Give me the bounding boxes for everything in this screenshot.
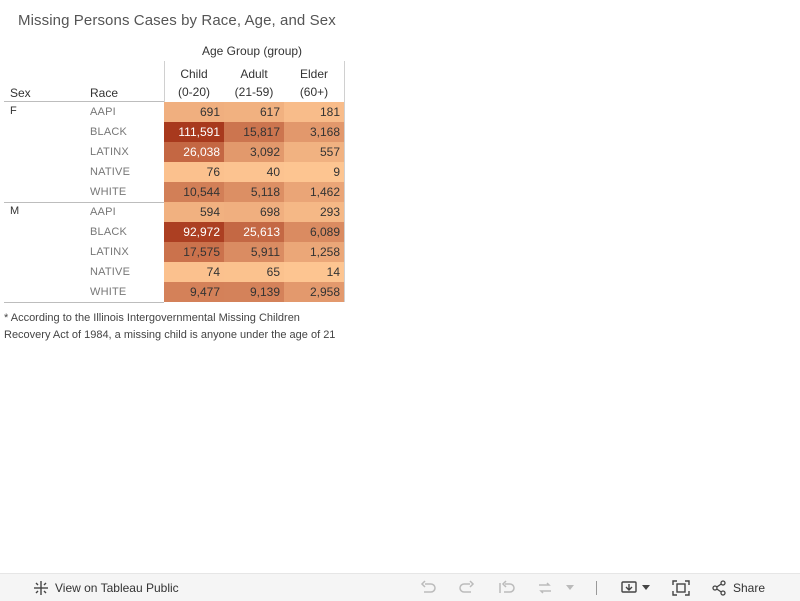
table-cell: 9,477 xyxy=(164,282,224,302)
column-header-1: Adult (21-59) xyxy=(224,65,284,101)
race-label: LATINX xyxy=(90,146,129,158)
table-cell: 14 xyxy=(284,262,344,282)
redo-button[interactable] xyxy=(458,574,476,601)
table-cell: 691 xyxy=(164,102,224,122)
table-cell: 293 xyxy=(284,202,344,222)
revert-icon xyxy=(498,579,516,596)
race-label: WHITE xyxy=(90,186,127,198)
sex-label: M xyxy=(10,205,20,217)
share-icon xyxy=(711,579,727,596)
refresh-icon xyxy=(536,580,554,596)
undo-button[interactable] xyxy=(419,574,437,601)
table-cell: 65 xyxy=(224,262,284,282)
table-cell: 15,817 xyxy=(224,122,284,142)
table-cell: 6,089 xyxy=(284,222,344,242)
table-cell: 9 xyxy=(284,162,344,182)
fullscreen-button[interactable] xyxy=(672,574,690,601)
table-cell: 1,258 xyxy=(284,242,344,262)
table-cell: 17,575 xyxy=(164,242,224,262)
share-button[interactable]: Share xyxy=(711,574,765,601)
chevron-down-icon xyxy=(642,584,650,591)
sex-label: F xyxy=(10,105,17,117)
refresh-dropdown[interactable] xyxy=(566,574,574,601)
tableau-toolbar: View on Tableau Public xyxy=(0,573,800,601)
column-header-line2: (0-20) xyxy=(177,85,210,99)
group-divider xyxy=(4,202,164,203)
column-group-label: Age Group (group) xyxy=(202,44,303,58)
column-header-line1: Adult xyxy=(240,67,268,81)
header-divider xyxy=(4,101,164,102)
table-cell: 594 xyxy=(164,202,224,222)
table-cell: 181 xyxy=(284,102,344,122)
footnote: * According to the Illinois Intergovernm… xyxy=(4,312,336,341)
table-cell: 76 xyxy=(164,162,224,182)
table-cell: 617 xyxy=(224,102,284,122)
race-label: WHITE xyxy=(90,286,127,298)
row-header-race: Race xyxy=(90,86,119,100)
column-header-0: Child (0-20) xyxy=(164,65,224,101)
chevron-down-icon xyxy=(566,584,574,591)
tableau-icon xyxy=(33,580,49,596)
table-cell: 111,591 xyxy=(164,122,224,142)
download-icon xyxy=(621,580,639,596)
race-label: AAPI xyxy=(90,206,116,218)
column-header-2: Elder (60+) xyxy=(284,65,344,101)
table-cell: 10,544 xyxy=(164,182,224,202)
table-divider-right xyxy=(344,61,345,302)
table-cell: 698 xyxy=(224,202,284,222)
table-cell: 92,972 xyxy=(164,222,224,242)
table-cell: 40 xyxy=(224,162,284,182)
column-header-line1: Elder xyxy=(299,67,328,81)
table-cell: 9,139 xyxy=(224,282,284,302)
row-header-sex: Sex xyxy=(10,86,31,100)
table-cell: 74 xyxy=(164,262,224,282)
column-header-line1: Child xyxy=(180,67,208,81)
race-label: AAPI xyxy=(90,106,116,118)
view-on-tableau-public-link[interactable]: View on Tableau Public xyxy=(33,574,179,601)
table-cell: 5,911 xyxy=(224,242,284,262)
view-on-tableau-public-label: View on Tableau Public xyxy=(55,580,179,595)
table-cell: 26,038 xyxy=(164,142,224,162)
page-title: Missing Persons Cases by Race, Age, and … xyxy=(18,12,336,29)
fullscreen-icon xyxy=(672,579,690,596)
undo-icon xyxy=(419,579,437,596)
share-label: Share xyxy=(733,580,766,595)
table-cell: 5,118 xyxy=(224,182,284,202)
race-label: BLACK xyxy=(90,226,128,238)
column-header-line2: (21-59) xyxy=(234,85,274,99)
download-button[interactable] xyxy=(621,574,650,601)
table-cell: 557 xyxy=(284,142,344,162)
race-label: LATINX xyxy=(90,246,129,258)
toolbar-divider xyxy=(596,581,597,595)
table-cell: 2,958 xyxy=(284,282,344,302)
redo-icon xyxy=(458,579,476,596)
table-bottom-divider xyxy=(4,302,164,303)
revert-button[interactable] xyxy=(498,574,516,601)
table-cell: 3,092 xyxy=(224,142,284,162)
table-cell: 25,613 xyxy=(224,222,284,242)
refresh-button[interactable] xyxy=(536,574,554,601)
race-label: BLACK xyxy=(90,126,128,138)
table-cell: 1,462 xyxy=(284,182,344,202)
table-cell: 3,168 xyxy=(284,122,344,142)
race-label: NATIVE xyxy=(90,166,131,178)
race-label: NATIVE xyxy=(90,266,131,278)
column-header-line2: (60+) xyxy=(299,85,329,99)
